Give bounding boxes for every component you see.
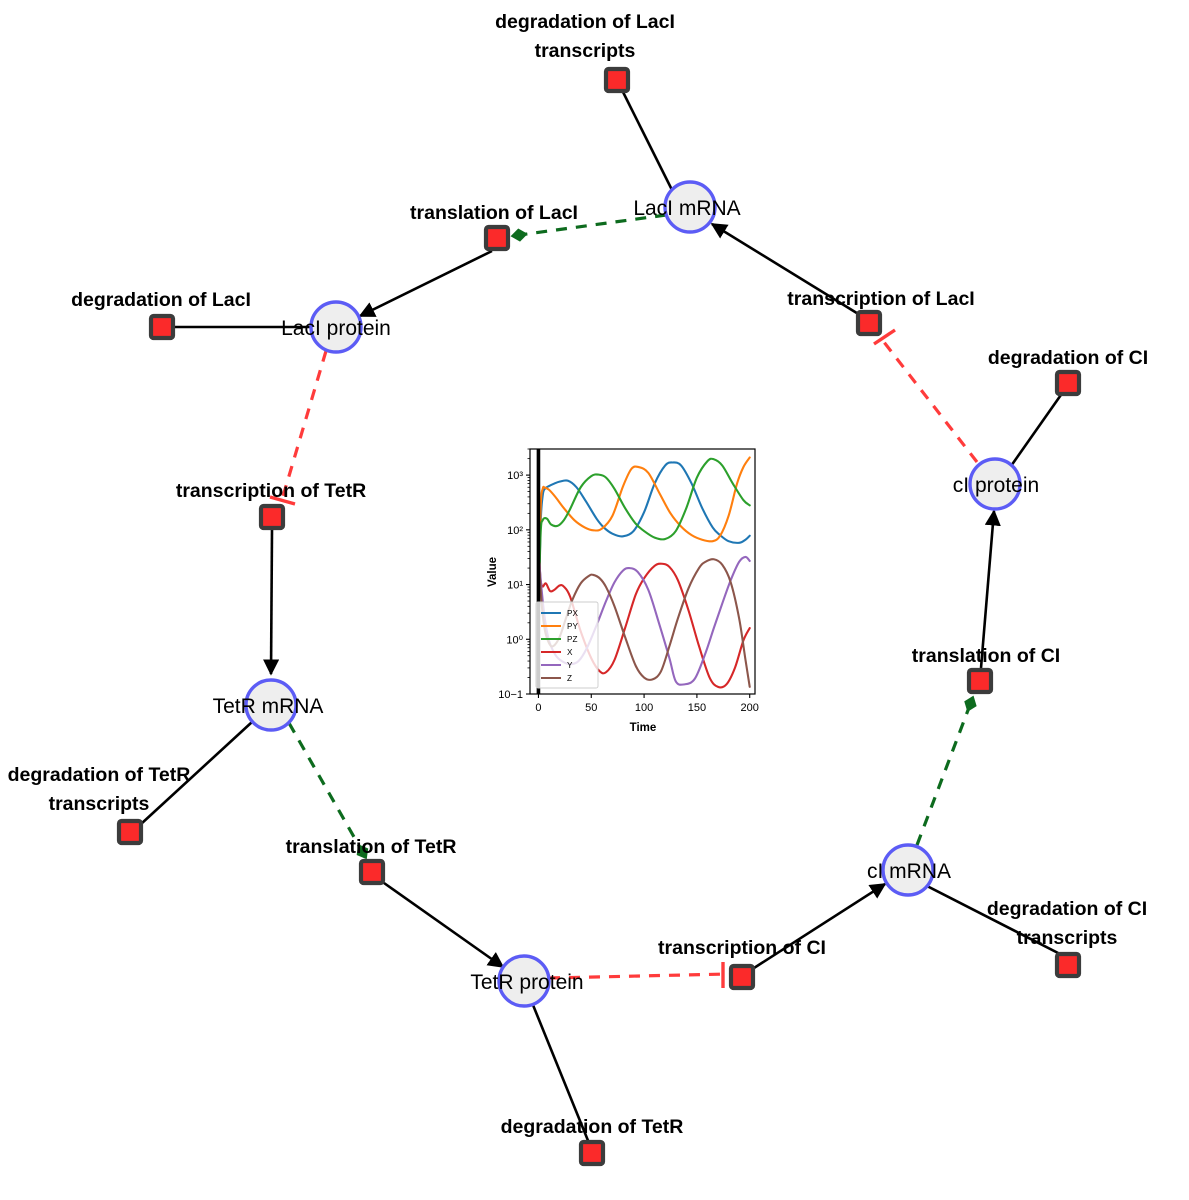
edge-translation-laci-to-laci-protein bbox=[358, 249, 493, 318]
chart-y-tick-label: 10¹ bbox=[507, 580, 523, 592]
chart-series-x bbox=[537, 561, 751, 689]
reaction-node-translation-laci[interactable] bbox=[483, 224, 511, 252]
reaction-label-deg-tetr-transcripts-line1: degradation of TetR bbox=[8, 764, 191, 786]
chart-y-tick-label: 10⁰ bbox=[506, 634, 523, 646]
species-label-layer: LacI mRNA LacI protein TetR mRNA TetR pr… bbox=[213, 197, 1040, 994]
chart-y-axis-ticks: 10−1 10⁰ 10¹ 10² 10³ bbox=[498, 470, 530, 701]
chart-ylabel: Value bbox=[487, 557, 499, 587]
reaction-node-transcription-laci[interactable] bbox=[855, 309, 883, 337]
edge-tetr-protein-to-deg-tetr bbox=[531, 1004, 591, 1144]
chart-series-px bbox=[537, 461, 751, 624]
chart-y-axis-minor-ticks bbox=[527, 448, 530, 678]
edge-laci-protein-inhibits-transcription-tetr bbox=[279, 350, 328, 504]
chart-legend-label-z: Z bbox=[567, 674, 572, 683]
reaction-label-deg-ci-transcripts-line2: transcripts bbox=[1017, 927, 1118, 949]
reaction-node-translation-tetr[interactable] bbox=[358, 858, 386, 886]
edge-layer bbox=[140, 91, 1065, 1144]
chart-x-tick-label: 50 bbox=[585, 702, 597, 714]
reaction-node-deg-ci[interactable] bbox=[1054, 369, 1082, 397]
reaction-node-transcription-ci[interactable] bbox=[728, 963, 756, 991]
species-node-tetr-mrna[interactable] bbox=[244, 678, 298, 732]
reaction-label-transcription-laci: transcription of LacI bbox=[787, 288, 974, 310]
reaction-node-deg-laci[interactable] bbox=[148, 313, 176, 341]
reaction-label-deg-ci-transcripts-line1: degradation of CI bbox=[987, 898, 1147, 920]
chart-legend: PX PY PZ XYZ bbox=[535, 601, 599, 689]
species-label-tetr-protein: TetR protein bbox=[470, 971, 583, 994]
species-node-tetr-protein[interactable] bbox=[497, 954, 551, 1008]
edge-tetr-mrna-modifies-translation-tetr bbox=[287, 722, 369, 860]
reaction-node-translation-ci[interactable] bbox=[966, 667, 994, 695]
chart-svg: 10−1 10⁰ 10¹ 10² 10³ 0 50 100 150 200 Time Value… bbox=[487, 448, 759, 734]
reaction-node-deg-ci-transcripts[interactable] bbox=[1054, 951, 1082, 979]
chart-y-tick-label: 10² bbox=[507, 525, 523, 537]
reaction-label-deg-tetr-transcripts-line2: transcripts bbox=[49, 793, 150, 815]
species-label-ci-mrna: cI mRNA bbox=[867, 860, 951, 883]
edge-laci-mrna-modifies-translation-laci bbox=[510, 213, 667, 242]
chart-x-tick-label: 200 bbox=[741, 702, 759, 714]
reaction-label-translation-tetr: translation of TetR bbox=[286, 836, 457, 858]
reaction-label-translation-ci: translation of CI bbox=[912, 645, 1060, 667]
species-node-ci-mrna[interactable] bbox=[881, 843, 935, 897]
edge-ci-protein-inhibits-transcription-laci bbox=[878, 336, 979, 463]
edge-tetr-mrna-to-deg-tetr-transcripts bbox=[140, 721, 253, 825]
edge-laci-mrna-to-deg-laci-transcripts bbox=[621, 91, 674, 191]
chart-legend-label-px: PX bbox=[567, 609, 578, 618]
chart-legend-box bbox=[535, 601, 599, 689]
chart-x-axis-ticks: 0 50 100 150 200 bbox=[535, 694, 759, 714]
species-label-laci-protein: LacI protein bbox=[281, 317, 391, 340]
chart-legend-label-py: PY bbox=[567, 622, 578, 631]
reaction-label-deg-ci: degradation of CI bbox=[988, 347, 1148, 369]
species-label-tetr-mrna: TetR mRNA bbox=[213, 695, 324, 718]
reaction-label-deg-laci-transcripts-line2: transcripts bbox=[535, 40, 636, 62]
edge-transcription-tetr-to-tetr-mrna bbox=[263, 529, 280, 676]
species-node-laci-protein[interactable] bbox=[309, 300, 363, 354]
reaction-label-transcription-tetr: transcription of TetR bbox=[176, 480, 366, 502]
chart-x-tick-label: 0 bbox=[535, 702, 541, 714]
edge-ci-mrna-to-deg-ci-transcripts bbox=[926, 884, 1063, 957]
species-label-laci-mrna: LacI mRNA bbox=[633, 197, 740, 220]
chart-x-tick-label: 100 bbox=[635, 702, 653, 714]
chart-series-py bbox=[537, 456, 751, 624]
species-node-ci-protein[interactable] bbox=[968, 457, 1022, 511]
tbar-transcription-tetr bbox=[269, 495, 296, 506]
reaction-label-deg-tetr: degradation of TetR bbox=[501, 1116, 684, 1138]
edge-translation-ci-to-ci-protein bbox=[979, 509, 1001, 669]
edge-transcription-ci-to-ci-mrna bbox=[753, 882, 887, 970]
chart-y-tick-label: 10³ bbox=[507, 470, 523, 482]
edge-translation-tetr-to-tetr-protein bbox=[383, 881, 505, 969]
reaction-node-deg-tetr[interactable] bbox=[578, 1139, 606, 1167]
reaction-label-translation-laci: translation of LacI bbox=[410, 202, 578, 224]
chart-y-tick-label: 10−1 bbox=[498, 689, 523, 701]
chart-series-pz bbox=[537, 457, 751, 624]
reaction-node-layer bbox=[116, 66, 1082, 1167]
chart-legend-label-pz: PZ bbox=[567, 635, 577, 644]
chart-legend-label-y: Y bbox=[567, 661, 573, 670]
edge-tetr-protein-inhibits-transcription-ci bbox=[548, 972, 730, 980]
chart-x-tick-label: 150 bbox=[688, 702, 706, 714]
reaction-label-deg-laci-transcripts-line1: degradation of LacI bbox=[495, 11, 675, 33]
edge-transcription-laci-to-laci-mrna bbox=[710, 222, 861, 317]
reaction-node-deg-laci-transcripts[interactable] bbox=[603, 66, 631, 94]
reaction-node-transcription-tetr[interactable] bbox=[258, 503, 286, 531]
reaction-label-deg-laci: degradation of LacI bbox=[71, 289, 251, 311]
tbar-transcription-laci bbox=[873, 328, 896, 346]
reaction-label-transcription-ci: transcription of CI bbox=[658, 937, 826, 959]
timeseries-inset-chart: 10−1 10⁰ 10¹ 10² 10³ 0 50 100 150 200 Time Value… bbox=[483, 439, 767, 754]
reaction-node-deg-tetr-transcripts[interactable] bbox=[116, 818, 144, 846]
reaction-label-layer: degradation of LacI transcripts translat… bbox=[8, 11, 1149, 1138]
chart-legend-label-x: X bbox=[567, 648, 573, 657]
edge-ci-protein-to-deg-ci bbox=[1009, 391, 1065, 467]
species-label-ci-protein: cI protein bbox=[953, 474, 1039, 497]
species-node-layer bbox=[244, 180, 1022, 1008]
species-node-laci-mrna[interactable] bbox=[663, 180, 717, 234]
edge-ci-mrna-modifies-translation-ci bbox=[915, 695, 977, 846]
chart-xlabel: Time bbox=[630, 722, 657, 734]
